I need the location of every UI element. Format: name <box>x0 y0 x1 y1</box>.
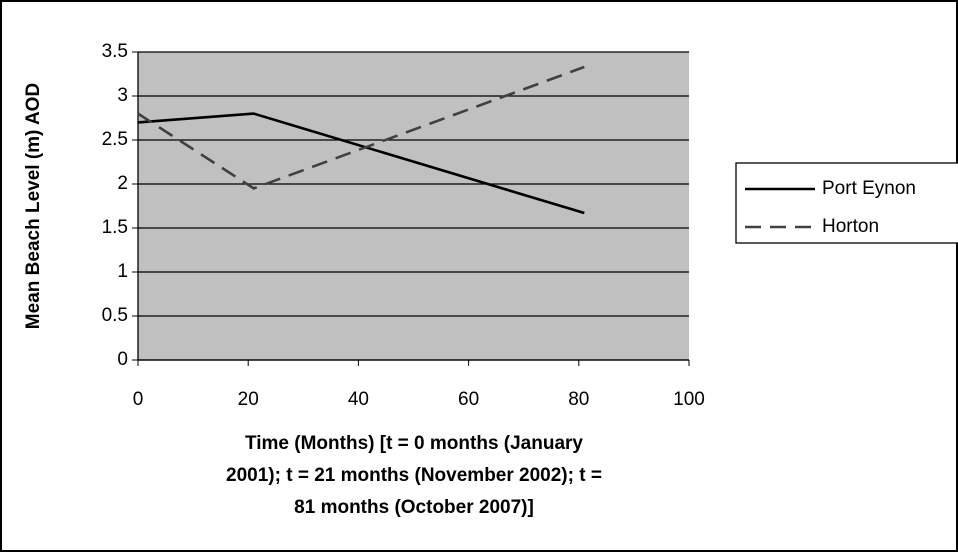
x-tick-label: 80 <box>568 389 589 410</box>
legend-label: Port Eynon <box>822 178 916 199</box>
y-tick-label: 2.5 <box>102 129 128 150</box>
y-tick-label: 1 <box>117 261 128 282</box>
y-tick-label: 3 <box>117 85 128 106</box>
data-line <box>137 112 585 215</box>
y-tick-label: 1.5 <box>102 217 128 238</box>
legend-label: Horton <box>822 216 879 237</box>
x-axis-label: Time (Months) [t = 0 months (January <box>245 433 583 454</box>
y-tick-label: 3.5 <box>102 41 128 62</box>
y-tick-label: 2 <box>117 173 128 194</box>
y-axis-label: Mean Beach Level (m) AOD <box>23 83 44 329</box>
x-tick-label: 60 <box>458 389 479 410</box>
x-axis-label: 81 months (October 2007)] <box>294 497 534 518</box>
plot-area <box>138 52 689 360</box>
x-tick-label: 100 <box>673 389 705 410</box>
y-tick-label: 0.5 <box>102 305 128 326</box>
y-tick-label: 0 <box>117 349 128 370</box>
data-line <box>137 65 585 190</box>
legend-box <box>735 162 958 244</box>
x-tick-label: 0 <box>133 389 144 410</box>
x-tick-label: 40 <box>348 389 369 410</box>
x-axis-label: 2001); t = 21 months (November 2002); t … <box>226 465 602 486</box>
x-tick-label: 20 <box>238 389 259 410</box>
